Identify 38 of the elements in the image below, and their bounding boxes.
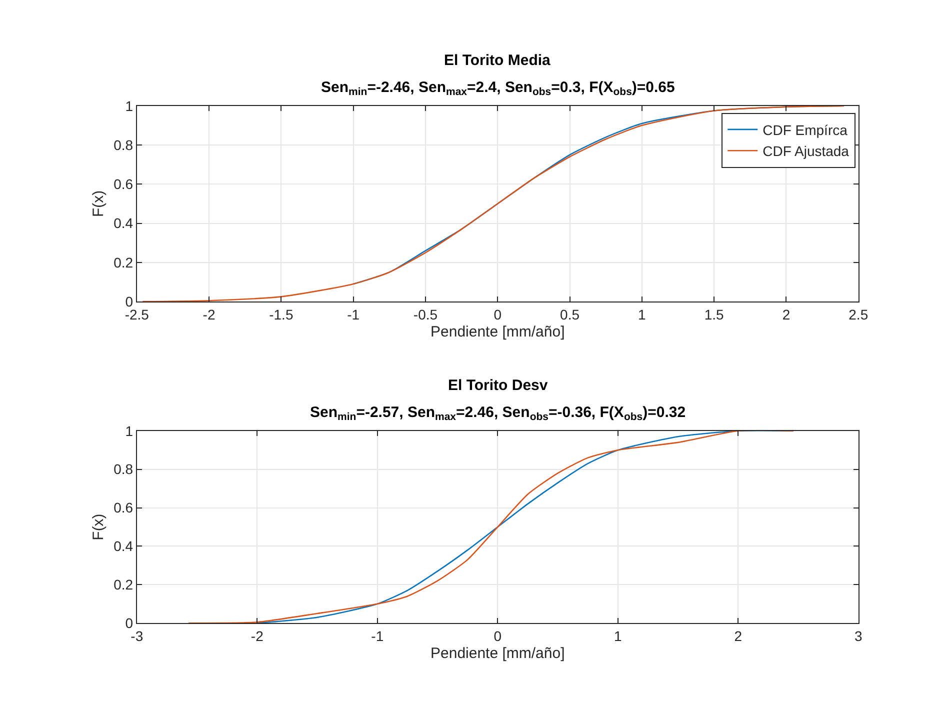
x-tick-label: 3 [854, 628, 862, 644]
y-tick-label: 0.4 [114, 538, 134, 554]
x-tick-label: 0 [494, 306, 502, 322]
y-axis-title: F(x) [90, 514, 107, 540]
y-tick-label: 1 [125, 98, 134, 114]
x-tick-label: 1 [638, 306, 646, 322]
y-tick-label: 0.6 [114, 500, 134, 516]
x-tick-label: 0.5 [560, 306, 580, 322]
y-tick-label: 0.6 [114, 176, 134, 192]
x-tick-label: 2 [734, 628, 742, 644]
chart-title: El Torito Media [444, 52, 552, 69]
x-tick-label: 2 [782, 306, 790, 322]
x-tick-label: -1 [371, 628, 384, 644]
y-axis-title: F(x) [90, 190, 107, 218]
x-tick-label: -1.5 [269, 306, 294, 322]
x-tick-label: -3 [130, 628, 144, 644]
x-tick-label: -2 [202, 306, 216, 322]
x-tick-label: 2.5 [848, 306, 868, 322]
text: Sen$_{min}$=-2.46, Sen$_{max}$=2.4, Sen$_{obs}$=0.3, F(X$_{obs}$)=0.65 [321, 79, 675, 98]
x-tick-label: 1 [614, 628, 622, 644]
x-axis-title: Pendiente [mm/año] [430, 323, 565, 340]
text: Sen$_{min}$=-2.57, Sen$_{max}$=2.46, Sen$_{obs}$=-0.36, F(X$_{obs}$)=0.32 [310, 404, 686, 424]
x-tick-label: -1 [347, 306, 360, 322]
chart-title: El Torito Desv [448, 377, 548, 394]
y-tick-label: 0.2 [114, 254, 134, 270]
legend-label: CDF Empírca [762, 122, 848, 138]
x-axis-title: Pendiente [mm/año] [430, 644, 565, 662]
y-tick-label: 0.2 [114, 576, 134, 593]
x-tick-label: 1.5 [704, 306, 724, 322]
y-tick-label: 0.8 [114, 136, 134, 153]
legend-label: CDF Ajustada [762, 143, 850, 160]
x-tick-label: 0 [494, 628, 502, 644]
x-tick-label: -0.5 [413, 306, 438, 322]
y-tick-label: 1 [125, 422, 134, 439]
y-tick-label: 0.8 [114, 461, 134, 478]
y-tick-label: 0 [125, 615, 134, 632]
y-tick-label: 0.4 [114, 215, 134, 232]
x-tick-label: -2 [250, 628, 264, 644]
